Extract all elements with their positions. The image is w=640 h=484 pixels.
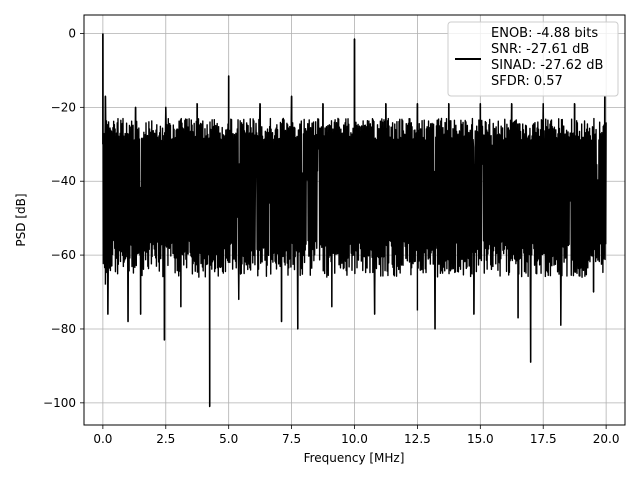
x-tick-label: 5.0 <box>219 432 238 446</box>
legend: ENOB: -4.88 bits SNR: -27.61 dB SINAD: -… <box>447 21 619 97</box>
y-axis-label: PSD [dB] <box>14 193 28 246</box>
legend-line-2: SNR: -27.61 dB <box>491 42 589 57</box>
x-axis-label: Frequency [MHz] <box>304 451 405 465</box>
y-tick-label: −40 <box>51 174 76 188</box>
x-axis-ticks: 0.0 2.5 5.0 7.5 10.0 12.5 15.0 17.5 20.0 <box>93 425 619 446</box>
plot-area <box>102 33 607 408</box>
y-tick-label: −80 <box>51 322 76 336</box>
y-tick-label: 0 <box>68 26 76 40</box>
legend-line-3: SINAD: -27.62 dB <box>491 58 603 73</box>
x-tick-label: 20.0 <box>593 432 620 446</box>
x-tick-label: 7.5 <box>282 432 301 446</box>
legend-line-4: SFDR: 0.57 <box>491 74 563 89</box>
legend-line-1: ENOB: -4.88 bits <box>491 26 598 41</box>
y-tick-label: −60 <box>51 248 76 262</box>
y-axis-ticks: 0 −20 −40 −60 −80 −100 <box>43 26 84 410</box>
y-tick-label: −20 <box>51 100 76 114</box>
x-tick-label: 17.5 <box>530 432 557 446</box>
x-tick-label: 0.0 <box>93 432 112 446</box>
y-tick-label: −100 <box>43 396 76 410</box>
x-tick-label: 2.5 <box>156 432 175 446</box>
x-tick-label: 10.0 <box>341 432 368 446</box>
legend-box <box>447 21 619 97</box>
x-tick-label: 15.0 <box>467 432 494 446</box>
x-tick-label: 12.5 <box>404 432 431 446</box>
